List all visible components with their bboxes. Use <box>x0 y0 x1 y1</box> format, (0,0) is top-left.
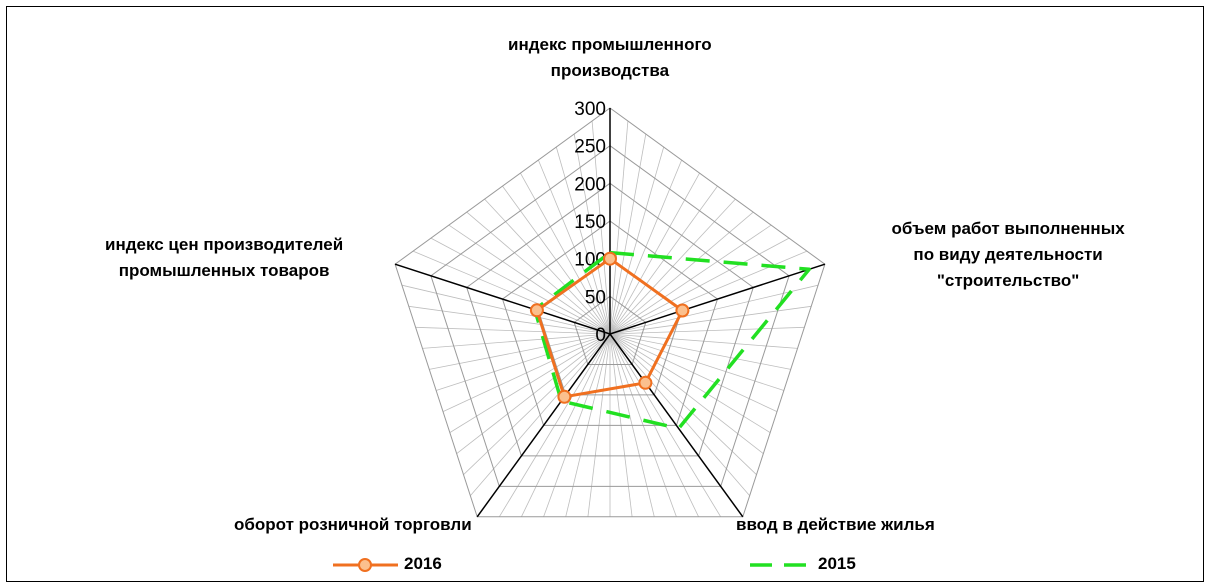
legend-swatch-2015 <box>748 564 812 565</box>
tick-label-250: 250 <box>574 137 606 158</box>
radar-axes <box>394 108 826 518</box>
category-label-line: индекс промышленного <box>508 35 712 54</box>
tick-label-50: 50 <box>585 287 606 308</box>
data-point-2016-2 <box>638 375 653 390</box>
category-label-line: объем работ выполненных <box>891 219 1125 238</box>
category-label-retail-turnover: оборот розничной торговли <box>234 512 472 538</box>
legend-item-2015: 2015 <box>748 552 856 576</box>
legend-label-2015: 2015 <box>818 554 856 573</box>
grid-ring <box>501 220 719 426</box>
category-label-industrial-production: индекс промышленного производства <box>508 32 712 84</box>
series-group <box>529 250 811 431</box>
axis-spoke <box>609 333 744 518</box>
data-point-2016-0 <box>603 251 617 266</box>
data-point-2016-1 <box>675 303 690 318</box>
category-label-line: оборот розничной торговли <box>234 515 472 534</box>
legend-swatches <box>333 558 812 572</box>
axis-spoke <box>476 333 611 518</box>
grid-ring <box>573 295 647 365</box>
tick-label-200: 200 <box>574 174 606 195</box>
category-label-line: индекс цен производителей <box>105 235 344 254</box>
radial-tick-labels: 0 50 100 150 200 250 300 <box>574 99 606 346</box>
radar-grid <box>394 107 826 518</box>
category-label-line: "строительство" <box>936 271 1080 290</box>
grid-ring <box>394 107 826 518</box>
tick-label-150: 150 <box>574 212 606 233</box>
category-label-construction: объем работ выполненных по виду деятельн… <box>892 216 1125 294</box>
legend-item-2016: 2016 <box>330 552 442 576</box>
axis-spoke <box>609 263 826 335</box>
category-label-housing: ввод в действие жилья <box>736 512 935 538</box>
category-label-producer-prices: индекс цен производителей промышленных т… <box>105 232 343 284</box>
category-label-line: промышленных товаров <box>118 261 330 280</box>
legend-marker-2016 <box>358 558 372 572</box>
axis-spoke <box>394 263 611 335</box>
legend-swatch-2016 <box>330 564 398 565</box>
tick-label-300: 300 <box>574 99 606 120</box>
series-line-2016 <box>535 257 684 399</box>
grid-ring <box>430 145 790 487</box>
data-point-2016-4 <box>529 303 544 318</box>
data-point-2016-3 <box>557 389 572 404</box>
series-line-2015 <box>533 250 811 431</box>
category-label-line: производства <box>550 61 670 80</box>
grid-ring <box>466 182 754 457</box>
legend-label-2016: 2016 <box>404 554 442 573</box>
category-label-line: по виду деятельности <box>913 245 1103 264</box>
tick-label-0: 0 <box>595 325 606 346</box>
category-label-line: ввод в действие жилья <box>736 515 935 534</box>
